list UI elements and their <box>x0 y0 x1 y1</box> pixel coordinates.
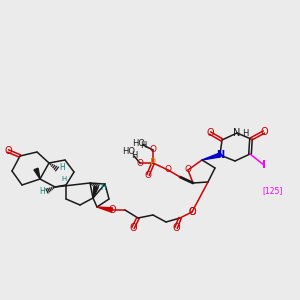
Polygon shape <box>34 168 40 179</box>
Text: O: O <box>260 127 268 137</box>
Text: N: N <box>216 150 224 160</box>
Text: HO: HO <box>122 148 135 157</box>
Text: O: O <box>188 207 196 217</box>
Polygon shape <box>202 153 220 160</box>
Text: P: P <box>150 158 156 168</box>
Text: O: O <box>188 207 196 217</box>
Text: H: H <box>39 187 45 196</box>
Text: H: H <box>242 130 248 139</box>
Text: O: O <box>164 166 172 175</box>
Text: O: O <box>129 223 137 233</box>
Text: HO: HO <box>132 139 145 148</box>
Text: H: H <box>131 152 137 160</box>
Text: O: O <box>149 146 157 154</box>
Text: O: O <box>145 170 152 179</box>
Text: H: H <box>59 164 65 172</box>
Polygon shape <box>97 207 112 212</box>
Text: H: H <box>61 176 67 182</box>
Text: O: O <box>108 205 116 215</box>
Text: O: O <box>4 146 12 156</box>
Text: O: O <box>172 223 180 233</box>
Text: O: O <box>206 128 214 138</box>
Text: H: H <box>140 140 146 149</box>
Text: O: O <box>136 158 143 167</box>
Text: I: I <box>262 160 266 170</box>
Text: [125]: [125] <box>263 187 283 196</box>
Text: N: N <box>233 128 241 138</box>
Polygon shape <box>93 186 98 198</box>
Text: O: O <box>184 166 191 175</box>
Text: H: H <box>100 184 106 193</box>
